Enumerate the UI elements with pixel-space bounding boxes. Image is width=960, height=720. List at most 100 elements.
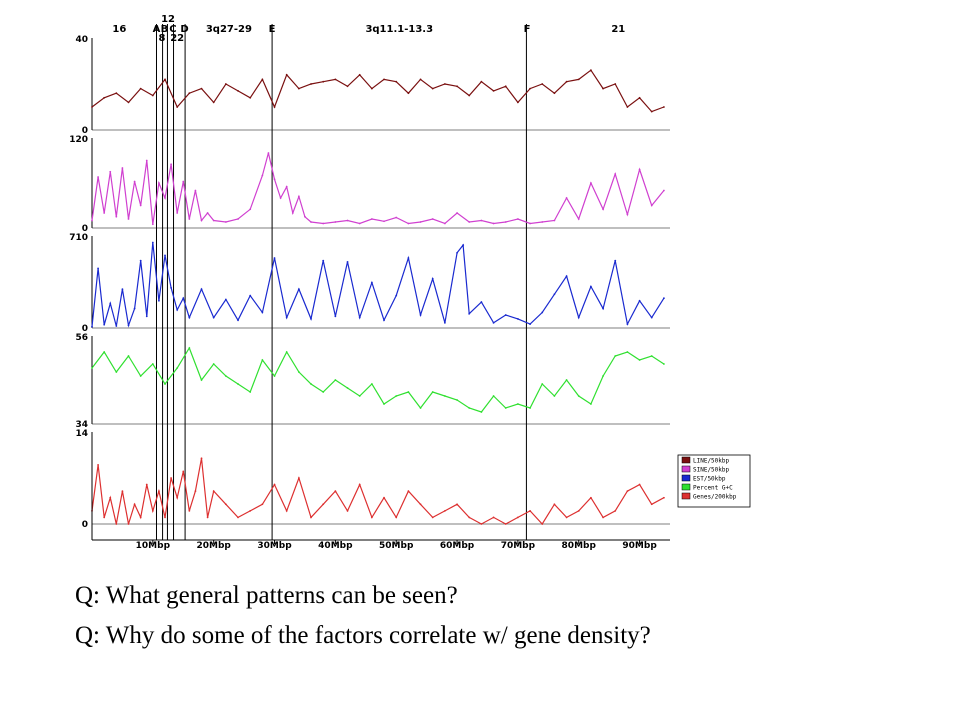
legend-label: LINE/50kbp (693, 458, 730, 465)
series-point-0 (176, 106, 179, 108)
series-point-2 (565, 275, 568, 278)
series-line-0 (91, 69, 665, 113)
series-point-2 (249, 294, 252, 297)
series-point-3 (297, 371, 300, 373)
series-point-0 (626, 106, 629, 108)
series-point-3 (370, 383, 373, 385)
series-point-2 (614, 259, 617, 262)
series-point-3 (626, 351, 629, 353)
series-point-0 (91, 106, 93, 108)
series-point-4 (158, 490, 160, 493)
series-point-4 (334, 490, 337, 493)
series-point-1 (663, 189, 665, 192)
series-point-4 (194, 490, 197, 493)
series-point-3 (224, 375, 227, 377)
series-point-1 (565, 197, 568, 199)
series-point-3 (212, 363, 215, 365)
series-point-4 (443, 509, 446, 512)
series-point-1 (310, 221, 312, 223)
series-point-2 (322, 259, 325, 262)
series-point-1 (164, 197, 166, 199)
series-point-4 (127, 523, 130, 525)
series-point-3 (529, 407, 531, 409)
series-point-0 (395, 80, 398, 83)
series-point-2 (663, 297, 665, 300)
series-point-2 (200, 288, 203, 291)
series-point-2 (115, 325, 118, 327)
series-point-0 (419, 78, 422, 81)
series-point-2 (224, 298, 227, 301)
series-point-1 (626, 213, 629, 216)
series-line-2 (91, 242, 665, 328)
series-point-2 (127, 324, 130, 327)
series-point-1 (407, 222, 410, 225)
x-tick-label: 10Mbp (136, 541, 171, 551)
band-label: D (180, 24, 188, 35)
series-panel-1: 120 0 (69, 135, 670, 234)
series-point-0 (322, 80, 325, 83)
series-point-2 (468, 312, 471, 315)
series-point-1 (304, 215, 306, 218)
series-point-3 (310, 383, 312, 385)
series-point-4 (188, 509, 191, 512)
series-point-1 (261, 174, 264, 177)
series-point-0 (358, 73, 361, 76)
series-point-4 (480, 523, 483, 525)
series-point-1 (529, 222, 531, 225)
series-point-1 (468, 221, 471, 223)
series-panel-0: 40 0 (75, 35, 670, 136)
series-point-3 (261, 359, 264, 361)
band-label: 12 (161, 14, 175, 25)
series-point-4 (553, 503, 556, 506)
series-point-3 (443, 395, 446, 397)
series-point-4 (237, 516, 239, 519)
series-point-0 (614, 83, 617, 85)
series-point-1 (614, 173, 617, 175)
series-point-1 (151, 223, 154, 226)
series-point-2 (431, 277, 434, 280)
series-point-3 (200, 379, 203, 381)
series-point-1 (267, 152, 270, 154)
series-point-2 (103, 323, 106, 326)
series-point-2 (109, 302, 112, 305)
series-panel-4: 14 0 (75, 429, 670, 530)
question-2: Q: Why do some of the factors correlate … (75, 622, 651, 649)
series-point-0 (249, 96, 252, 99)
series-point-2 (504, 314, 507, 316)
series-point-0 (541, 83, 544, 85)
series-point-0 (638, 96, 641, 99)
series-point-1 (297, 195, 300, 198)
series-point-3 (346, 387, 349, 389)
series-point-2 (590, 285, 592, 288)
series-point-0 (431, 87, 434, 90)
series-point-4 (626, 490, 629, 493)
series-point-0 (529, 87, 531, 90)
series-point-2 (237, 319, 239, 322)
series-point-1 (516, 218, 519, 220)
series-point-3 (492, 395, 495, 397)
series-point-4 (358, 483, 361, 486)
series-point-1 (638, 168, 641, 171)
series-point-4 (109, 496, 112, 499)
series-point-0 (261, 78, 264, 81)
series-point-3 (516, 403, 519, 405)
series-point-4 (565, 516, 568, 519)
band-label: 3q11.1-13.3 (365, 24, 433, 35)
legend-swatch (681, 483, 691, 491)
series-panel-3: 56 34 (75, 333, 670, 430)
series-point-4 (310, 516, 312, 519)
series-point-1 (480, 219, 483, 222)
series-point-0 (285, 73, 288, 76)
series-point-3 (468, 407, 471, 409)
series-point-0 (297, 87, 300, 90)
series-point-1 (395, 216, 398, 219)
series-point-1 (200, 219, 203, 222)
series-point-1 (553, 219, 556, 222)
series-point-0 (151, 94, 154, 97)
series-point-0 (565, 80, 568, 83)
series-point-4 (121, 490, 124, 493)
series-point-3 (638, 359, 641, 361)
series-point-1 (383, 220, 385, 223)
series-point-3 (176, 367, 179, 369)
series-point-3 (273, 375, 276, 377)
